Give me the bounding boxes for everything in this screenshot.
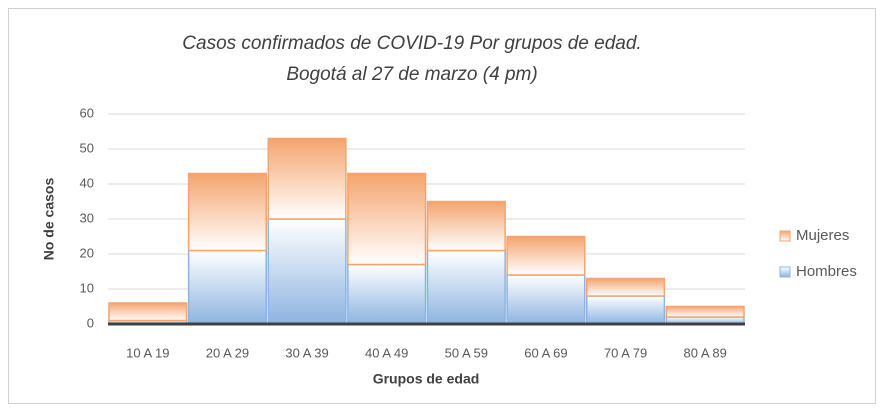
chart-subtitle: Bogotá al 27 de marzo (4 pm) [286, 64, 537, 85]
bar-segment [108, 302, 188, 322]
y-tick-label: 50 [80, 140, 94, 155]
y-tick-label: 30 [80, 210, 94, 225]
x-tick-label: 20 A 29 [206, 345, 249, 360]
x-tick-label: 80 A 89 [683, 345, 726, 360]
legend-label: Mujeres [796, 227, 849, 244]
x-tick-label: 10 A 19 [126, 345, 169, 360]
bar-segment [586, 277, 666, 297]
bar-segment [665, 305, 745, 318]
bar-segment [347, 263, 427, 325]
legend-swatch [779, 230, 791, 242]
bar-segment [426, 249, 506, 325]
chart-title: Casos confirmados de COVID-19 Por grupos… [182, 33, 641, 54]
y-axis-label: No de casos [41, 178, 57, 261]
x-tick-label: 40 A 49 [365, 345, 408, 360]
x-tick-label: 50 A 59 [445, 345, 488, 360]
bar-segment [506, 235, 586, 276]
y-tick-label: 40 [80, 175, 94, 190]
y-tick-label: 20 [80, 245, 94, 260]
x-axis-label: Grupos de edad [373, 371, 480, 387]
y-tick-label: 60 [80, 105, 94, 120]
y-tick-label: 10 [80, 280, 94, 295]
x-tick-label: 70 A 79 [604, 345, 647, 360]
legend-swatch [779, 266, 791, 278]
bar-segment [187, 172, 267, 252]
legend-label: Hombres [796, 263, 857, 280]
bar-segment [586, 295, 666, 325]
y-tick-label: 0 [87, 315, 94, 330]
x-tick-label: 60 A 69 [524, 345, 567, 360]
bar-segment [187, 249, 267, 325]
x-tick-label: 30 A 39 [285, 345, 328, 360]
bar-segment [426, 200, 506, 252]
bar-segment [267, 218, 347, 325]
bar-segment [267, 137, 347, 220]
bar-segment [347, 172, 427, 266]
bar-segment [506, 274, 586, 325]
